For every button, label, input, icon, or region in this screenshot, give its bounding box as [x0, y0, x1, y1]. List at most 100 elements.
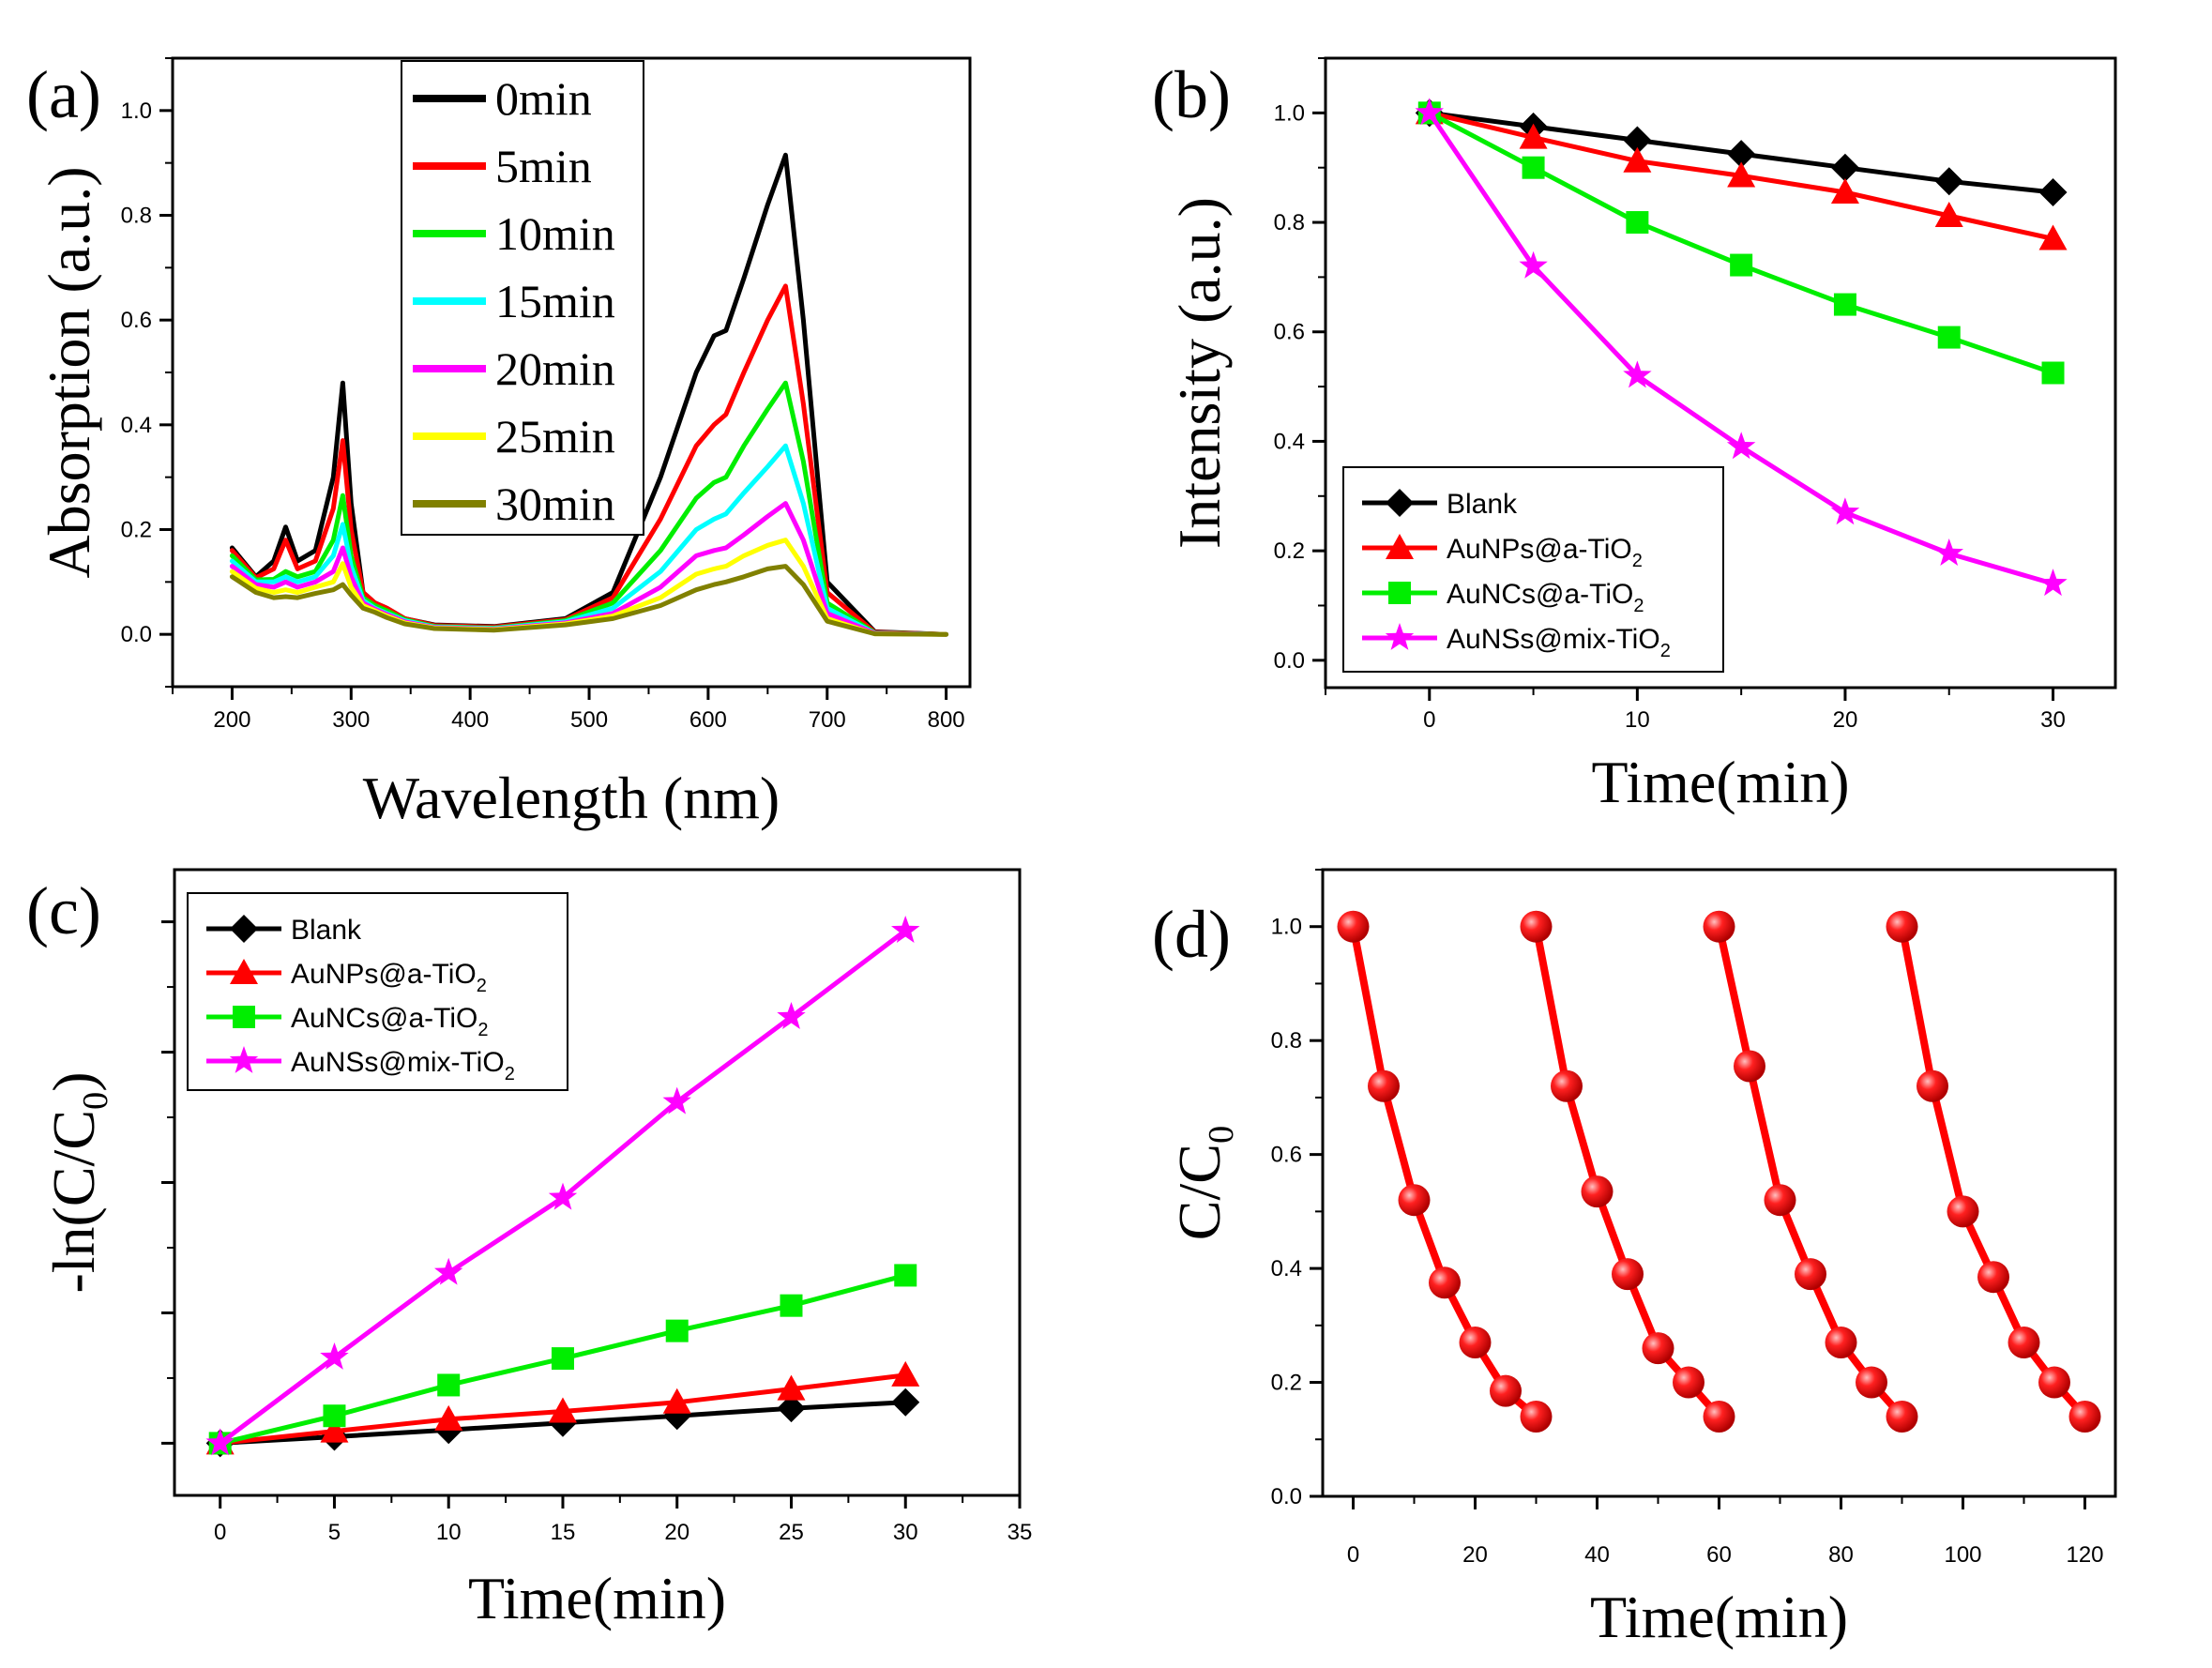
legend-label: AuNSs@mix-TiO2 [1447, 624, 1671, 661]
y-tick-label: 0.6 [1274, 320, 1305, 345]
x-tick-label: 0 [214, 1520, 226, 1545]
x-axis-title: Time(min) [1592, 749, 1850, 815]
data-point [323, 1404, 346, 1428]
data-point [1886, 910, 1918, 943]
legend-label: 20min [495, 342, 615, 395]
x-tick-label: 800 [928, 707, 965, 733]
y-tick-label: 0.4 [1274, 429, 1305, 454]
data-point [1551, 1069, 1583, 1102]
data-point [891, 1360, 920, 1387]
data-point [551, 1347, 574, 1371]
legend-marker [229, 1046, 259, 1073]
data-point [1833, 293, 1856, 316]
legend-marker [1388, 582, 1411, 604]
legend-label: 0min [495, 72, 592, 125]
data-point [891, 916, 920, 943]
x-tick-label: 40 [1584, 1542, 1610, 1568]
data-point [777, 1374, 806, 1401]
y-tick-label: 0.6 [121, 308, 152, 333]
x-tick-label: 300 [332, 707, 370, 733]
data-point [548, 1182, 578, 1210]
legend-b: Blank AuNPs@a-TiO2 AuNCs@a-TiO2 AuNSs@mix-T… [1342, 466, 1724, 673]
x-tick-label: 20 [1462, 1542, 1488, 1568]
data-point [1612, 1258, 1644, 1291]
data-point [1726, 432, 1756, 460]
data-point [1886, 1400, 1918, 1433]
y-tick-label: 0.8 [1271, 1028, 1302, 1054]
panel-label: (a) [26, 57, 101, 132]
x-tick-label: 200 [213, 707, 250, 733]
x-tick-label: 30 [893, 1520, 918, 1545]
legend-label: AuNPs@a-TiO2 [1447, 534, 1643, 571]
data-point [1977, 1261, 2009, 1294]
data-point [437, 1373, 461, 1397]
panel-label: (d) [1152, 897, 1231, 972]
chart-panel-2: 0 10 20 30 0.0 0.2 0.4 0.6 0.8 1.0 (b) Time(min) Int… [1152, 56, 2117, 815]
legend-label: Blank [291, 915, 362, 946]
x-tick-label: 0 [1423, 707, 1435, 733]
data-point [2038, 1366, 2070, 1399]
data-point [1398, 1184, 1431, 1217]
data-point [1917, 1069, 1948, 1102]
data-point [2038, 569, 2068, 597]
data-point [1520, 1400, 1553, 1433]
y-tick-label: 0.0 [1274, 648, 1305, 674]
x-tick-label: 600 [689, 707, 727, 733]
data-point [1830, 497, 1860, 525]
data-point [2041, 361, 2065, 385]
legend-label: 15min [495, 275, 615, 327]
panel-label: (b) [1152, 57, 1231, 132]
x-tick-label: 20 [664, 1520, 689, 1545]
data-point [205, 1428, 235, 1456]
series-line-2 [1532, 922, 1723, 1420]
data-point [1703, 1400, 1735, 1433]
data-point [1623, 360, 1652, 388]
data-point [1520, 910, 1553, 943]
y-tick-label: 0.2 [1274, 538, 1305, 564]
x-tick-label: 60 [1706, 1542, 1732, 1568]
plot-frame [1324, 56, 2117, 690]
legend-label: AuNPs@a-TiO2 [291, 959, 487, 996]
data-point [1734, 1050, 1765, 1083]
data-point [1673, 1366, 1704, 1399]
x-tick-label: 80 [1828, 1542, 1854, 1568]
data-point [777, 1394, 806, 1423]
x-tick-label: 0 [1347, 1542, 1359, 1568]
x-tick-label: 700 [809, 707, 846, 733]
data-point [2038, 224, 2068, 250]
data-point [1415, 98, 1444, 126]
data-point [1795, 1258, 1826, 1291]
legend-label: Blank [1447, 489, 1518, 520]
series-line-4 [1898, 922, 2089, 1420]
data-point [1937, 326, 1961, 349]
legend-label: 30min [495, 478, 615, 530]
data-point [1934, 167, 1963, 196]
y-axis-title: Intensity (a.u.) [1166, 197, 1233, 549]
data-point [1764, 1184, 1796, 1217]
data-point [320, 1417, 349, 1443]
legend-marker [1386, 489, 1414, 517]
x-tick-label: 20 [1833, 707, 1858, 733]
y-axis-title: -ln(C/C0) [40, 1071, 115, 1293]
legend-marker [1386, 534, 1414, 559]
chart-panel-1: 200 300 400 500 600 700 800 0.0 0.2 0.4 0.6 0.8 1.0 (… [26, 56, 972, 831]
data-point [548, 1397, 577, 1423]
legend-marker [230, 959, 258, 984]
data-point [1519, 250, 1548, 279]
data-point [665, 1319, 689, 1342]
legend-label: AuNCs@a-TiO2 [1447, 579, 1644, 616]
x-tick-label: 15 [551, 1520, 576, 1545]
series-line-3 [1715, 922, 1906, 1420]
data-point [662, 1387, 691, 1414]
y-tick-label: 0.2 [121, 518, 152, 543]
y-axis-title: Absorption (a.u.) [36, 166, 102, 578]
x-tick-label: 10 [436, 1520, 462, 1545]
x-axis-title: Time(min) [468, 1565, 726, 1631]
data-point [1581, 1175, 1614, 1208]
data-point [434, 1257, 463, 1285]
data-point [1856, 1366, 1887, 1399]
data-point [1642, 1332, 1674, 1365]
legend-label: 5min [495, 140, 592, 192]
legend-label: AuNCs@a-TiO2 [291, 1003, 489, 1040]
